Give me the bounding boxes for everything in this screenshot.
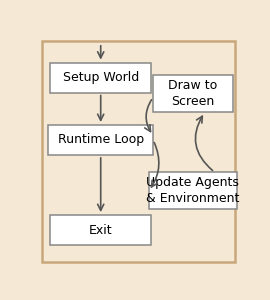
Text: Exit: Exit	[89, 224, 113, 236]
FancyBboxPatch shape	[149, 172, 237, 209]
FancyBboxPatch shape	[50, 215, 151, 245]
FancyBboxPatch shape	[48, 125, 153, 155]
FancyBboxPatch shape	[153, 75, 232, 112]
Text: Setup World: Setup World	[63, 71, 139, 84]
FancyBboxPatch shape	[50, 63, 151, 93]
Text: Update Agents
& Environment: Update Agents & Environment	[146, 176, 239, 205]
Text: Draw to
Screen: Draw to Screen	[168, 79, 217, 108]
FancyBboxPatch shape	[42, 40, 235, 262]
Text: Runtime Loop: Runtime Loop	[58, 134, 144, 146]
